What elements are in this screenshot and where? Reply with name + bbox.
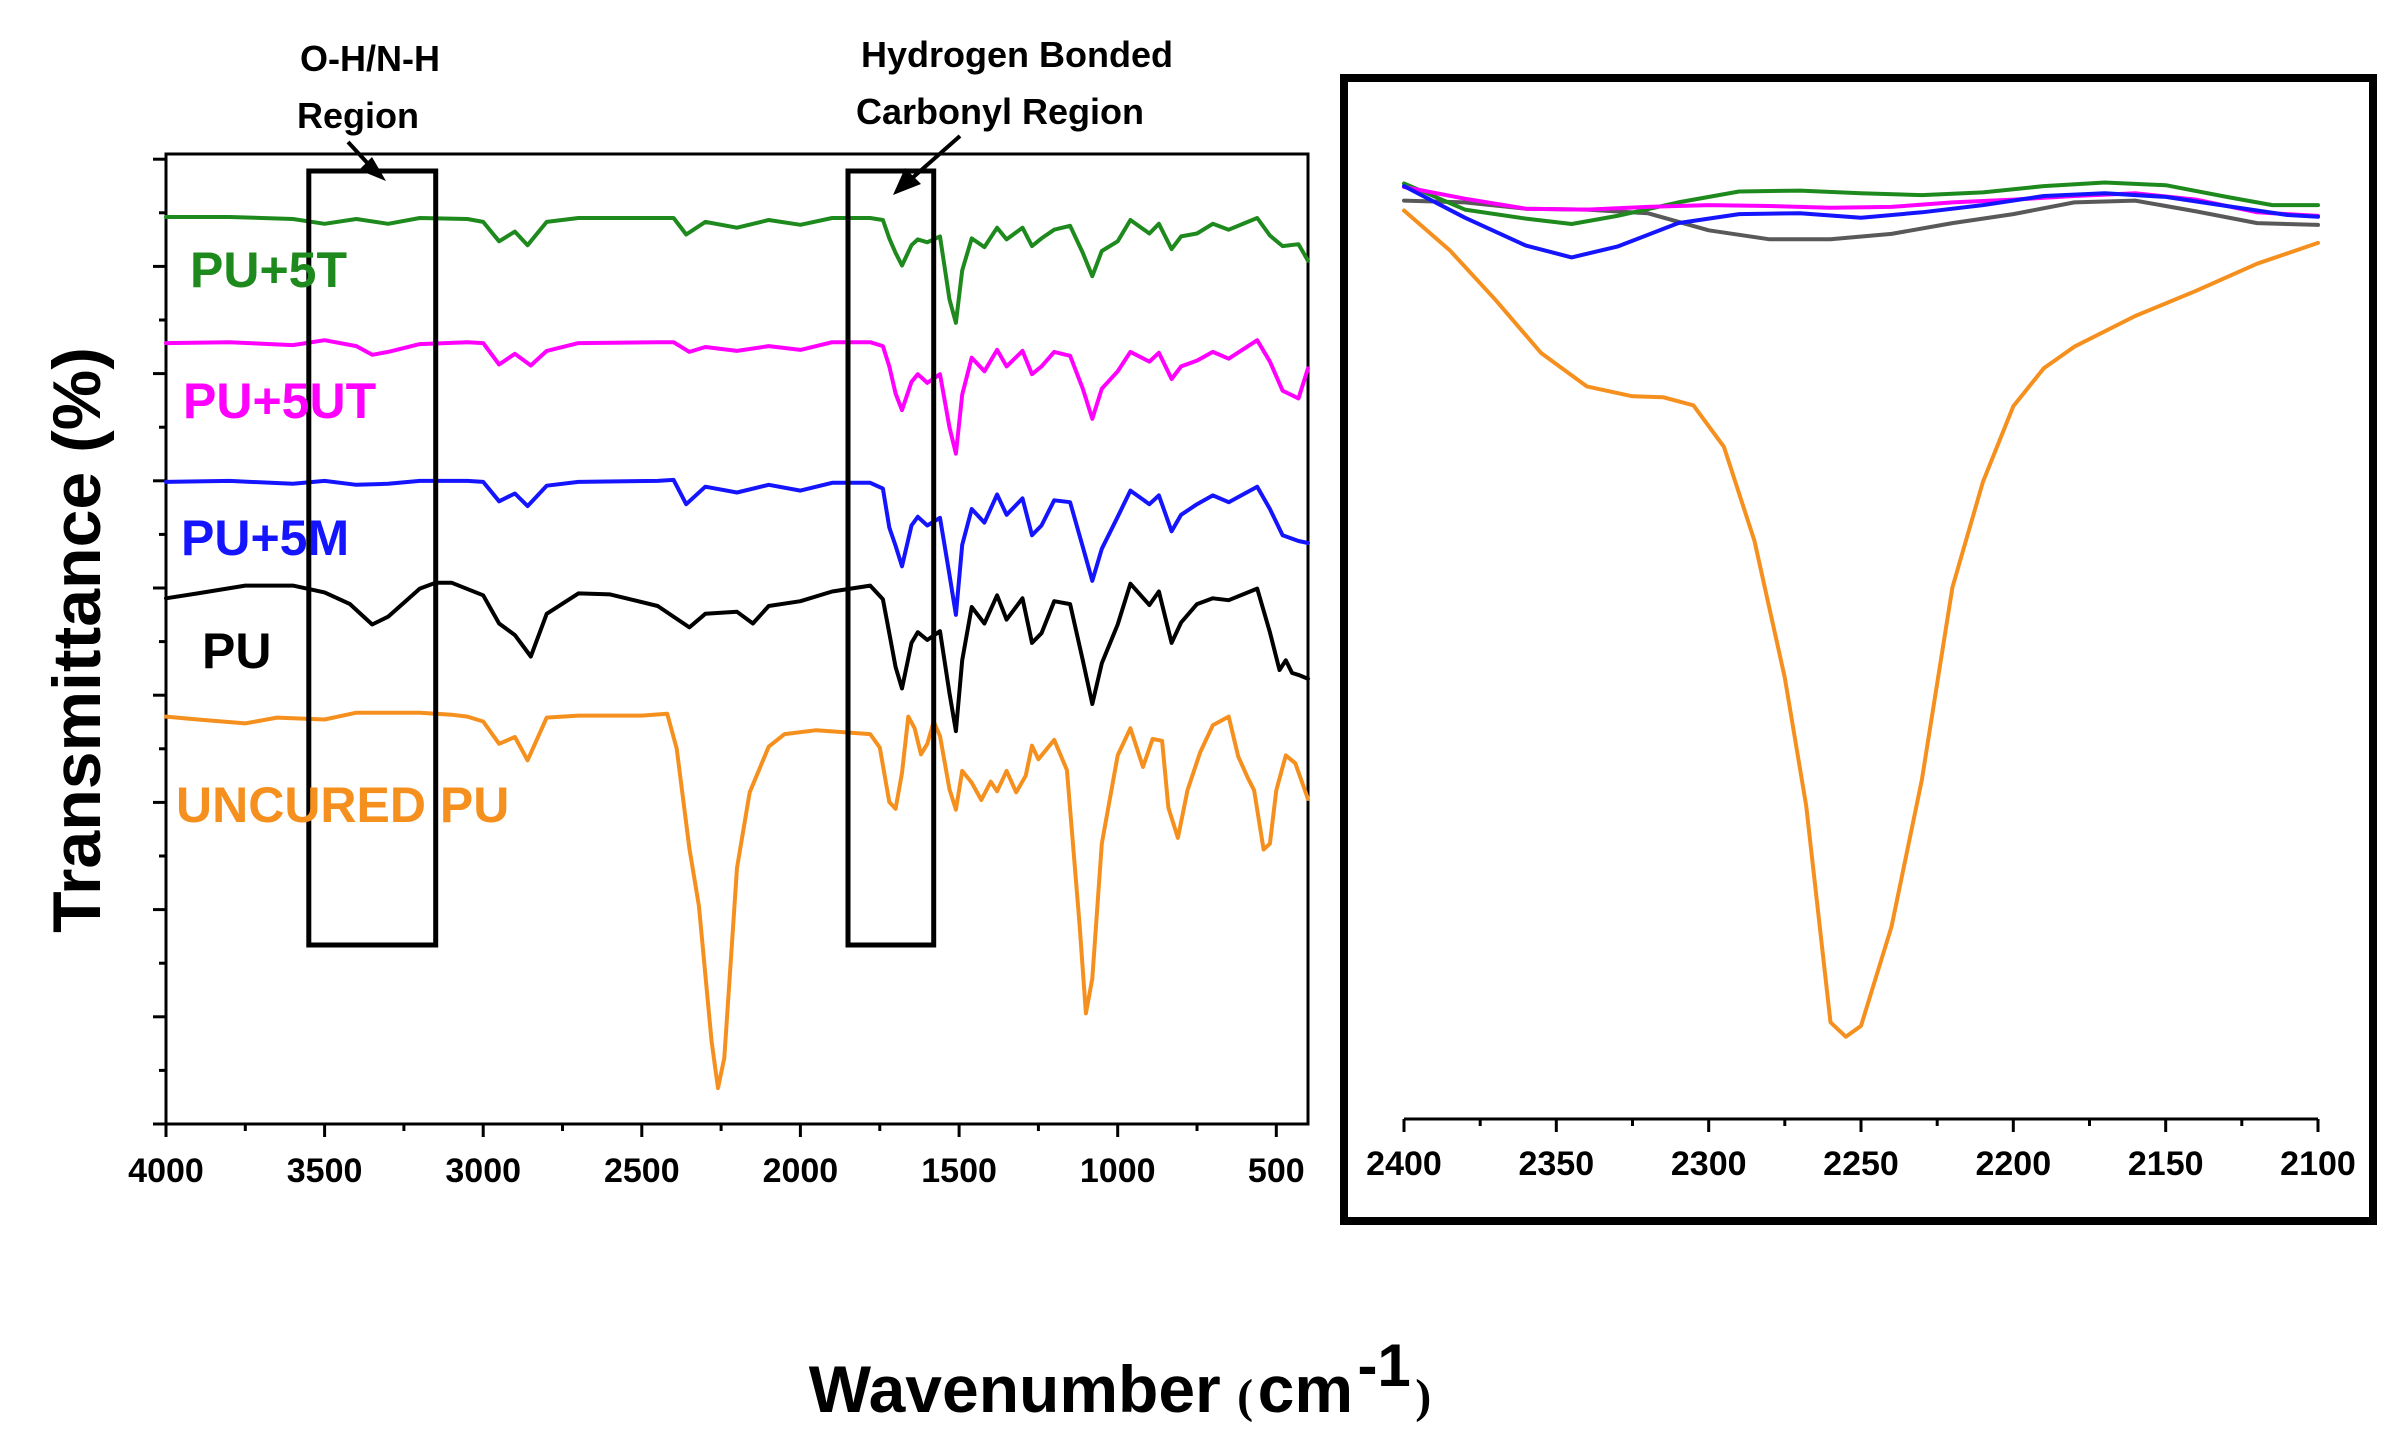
inset-x-tick-label-2300: 2300 [1671,1145,1747,1183]
x-tick-label-3500: 3500 [287,1152,363,1190]
main-plot-frame [164,152,1310,1126]
inset-x-tick-label-2250: 2250 [1823,1145,1899,1183]
annotation-carbonyl-line2: Carbonyl Region [856,91,1144,132]
inset-outer-frame [1340,74,2377,1225]
x-tick-label-2500: 2500 [604,1152,680,1190]
inset-chart: 2400 2350 2300 2250 2200 2150 2100 [1340,74,2377,1225]
series-label-pu-5t: PU+5T [190,242,347,298]
y-axis-title: Transmittance (%) [39,347,115,933]
x-tick-label-500: 500 [1248,1152,1305,1190]
series-line-pu-5ut [164,338,1310,456]
x-axis-title-exponent: -1 [1357,1332,1410,1399]
series-label-pu-5m: PU+5M [181,510,349,566]
inset-series-line-1 [1402,180,2320,226]
annotation-arrow-carbonyl [893,134,962,195]
x-axis-title-main: Wavenumber [809,1352,1221,1426]
inset-x-tick-label-2350: 2350 [1518,1145,1594,1183]
inset-x-tick-labels: 2400 2350 2300 2250 2200 2150 2100 [1366,1145,2356,1183]
series-line-pu [164,580,1310,734]
x-tick-label-2000: 2000 [763,1152,839,1190]
x-tick-label-4000: 4000 [128,1152,204,1190]
inset-x-tick-label-2400: 2400 [1366,1145,1442,1183]
series-line-uncured-pu [164,710,1310,1091]
main-x-tick-labels: 4000 3500 3000 2500 2000 1500 1000 500 [128,1152,1304,1190]
annotation-oh-nh-line1: O-H/N-H [300,38,440,79]
inset-x-tick-label-2100: 2100 [2280,1145,2356,1183]
x-axis-title: Wavenumber ( cm -1 ) [809,1332,1432,1426]
main-y-ticks [153,157,166,1126]
annotation-arrow-oh-nh [346,140,386,181]
main-chart: 4000 3500 3000 2500 2000 1500 1000 500 O-H/N-H … [39,34,1310,1190]
main-x-ticks [164,1124,1278,1137]
inset-x-tick-label-2200: 2200 [1975,1145,2051,1183]
x-axis-title-unit: cm [1258,1352,1353,1426]
carbonyl-region-box [845,168,937,948]
inset-x-ticks [1402,1119,2320,1132]
x-tick-label-3000: 3000 [445,1152,521,1190]
x-axis-title-unit-open: ( [1237,1370,1253,1423]
x-axis-title-unit-close: ) [1415,1370,1431,1423]
x-tick-label-1000: 1000 [1080,1152,1156,1190]
inset-x-tick-label-2150: 2150 [2128,1145,2204,1183]
inset-series-line-4 [1402,208,2320,1039]
inset-series-line-3 [1402,184,2320,260]
main-series-group [164,215,1310,1091]
inset-series-group [1402,180,2320,1039]
series-label-pu: PU [202,623,271,679]
annotation-oh-nh-line2: Region [297,95,419,136]
series-label-uncured-pu: UNCURED PU [176,777,509,833]
annotation-carbonyl-line1: Hydrogen Bonded [861,34,1173,75]
series-label-pu-5ut: PU+5UT [183,373,376,429]
x-tick-label-1500: 1500 [921,1152,997,1190]
